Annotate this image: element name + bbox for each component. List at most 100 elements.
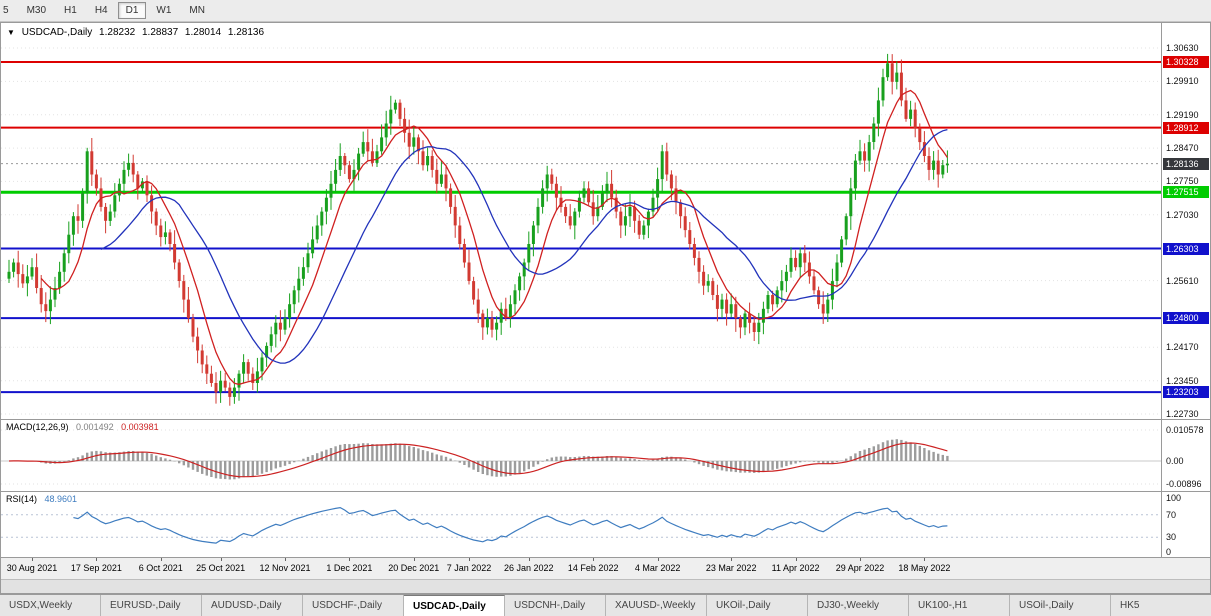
tab-hk5[interactable]: HK5 xyxy=(1111,595,1211,616)
chart-collapse-icon[interactable]: ▼ xyxy=(7,28,15,37)
price-level-badge: 1.26303 xyxy=(1163,242,1209,255)
rsi-tick-label: 70 xyxy=(1166,509,1177,520)
tab-usoil-daily[interactable]: USOil-,Daily xyxy=(1010,595,1111,616)
rsi-tick-label: 100 xyxy=(1166,493,1182,503)
chart-window: ▼ USDCAD-,Daily 1.28232 1.28837 1.28014 … xyxy=(0,22,1211,594)
rsi-tick-label: 0 xyxy=(1166,547,1172,557)
time-axis-label: 26 Jan 2022 xyxy=(504,563,554,573)
macd-tick-label: -0.00896 xyxy=(1166,479,1202,489)
tab-dj30-weekly[interactable]: DJ30-,Weekly xyxy=(808,595,909,616)
timeframe-button-mn[interactable]: MN xyxy=(189,5,205,16)
chart-tabs-bar: USDX,Weekly EURUSD-,Daily AUDUSD-,Daily USD… xyxy=(0,594,1211,616)
timeframe-button-5[interactable]: 5 xyxy=(3,5,9,16)
time-axis-label: 23 Mar 2022 xyxy=(705,563,757,573)
tab-eurusd-daily[interactable]: EURUSD-,Daily xyxy=(101,595,202,616)
time-axis-tick xyxy=(413,558,415,561)
price-tick-label: 1.27750 xyxy=(1166,176,1199,187)
time-axis[interactable]: 30 Aug 2021 17 Sep 2021 6 Oct 2021 25 Oct 2… xyxy=(1,557,1210,579)
macd-main-value: 0.001492 xyxy=(76,422,114,432)
tab-audusd-daily[interactable]: AUDUSD-,Daily xyxy=(202,595,303,616)
price-tick-label: 1.25610 xyxy=(1166,275,1199,286)
time-axis-label: 17 Sep 2021 xyxy=(70,563,122,573)
macd-scale[interactable]: 0.010578 0.00 -0.00896 xyxy=(1161,420,1210,491)
price-level-badge: 1.27515 xyxy=(1163,186,1209,199)
time-axis-tick xyxy=(924,558,926,561)
tab-usdchf-daily[interactable]: USDCHF-,Daily xyxy=(303,595,404,616)
price-tick-label: 1.30630 xyxy=(1166,43,1199,53)
tab-usdcnh-daily[interactable]: USDCNH-,Daily xyxy=(505,595,606,616)
timeframe-button-d1[interactable]: D1 xyxy=(117,2,147,19)
tab-usdx-weekly[interactable]: USDX,Weekly xyxy=(0,595,101,616)
time-axis-tick xyxy=(731,558,733,561)
macd-plot xyxy=(1,420,1163,492)
time-axis-label: 30 Aug 2021 xyxy=(6,563,58,573)
time-axis-tick xyxy=(96,558,98,561)
ohlc-low-value: 1.28014 xyxy=(184,27,222,38)
current-price-badge: 1.28136 xyxy=(1163,157,1209,170)
time-axis-tick xyxy=(349,558,351,561)
rsi-tick-label: 30 xyxy=(1166,532,1177,543)
chart-symbol-label: USDCAD-,Daily xyxy=(21,27,93,38)
rsi-value: 48.9601 xyxy=(44,494,78,504)
time-axis-tick xyxy=(469,558,470,561)
macd-header: MACD(12,26,9) 0.001492 0.003981 xyxy=(6,422,164,432)
ohlc-open-value: 1.28232 xyxy=(99,27,136,38)
price-tick-label: 1.28470 xyxy=(1166,143,1199,154)
tab-ukoil-daily[interactable]: UKOil-,Daily xyxy=(707,595,808,616)
time-axis-label: 25 Oct 2021 xyxy=(196,563,246,573)
time-axis-tick xyxy=(657,558,659,561)
price-tick-label: 1.27030 xyxy=(1166,209,1199,220)
time-axis-label: 11 Apr 2022 xyxy=(771,563,820,573)
time-axis-tick xyxy=(528,558,530,561)
macd-tick-label: 0.010578 xyxy=(1166,425,1204,435)
price-pane[interactable]: ▼ USDCAD-,Daily 1.28232 1.28837 1.28014 … xyxy=(1,23,1210,419)
time-axis-tick xyxy=(795,558,797,561)
price-level-badge: 1.23203 xyxy=(1163,386,1209,399)
time-axis-tick xyxy=(220,558,222,561)
price-tick-label: 1.29910 xyxy=(1166,76,1199,87)
tab-uk100-h1[interactable]: UK100-,H1 xyxy=(909,595,1010,616)
time-axis-label: 6 Oct 2021 xyxy=(138,563,183,573)
timeframe-button-w1[interactable]: W1 xyxy=(156,5,172,16)
price-level-badge: 1.28912 xyxy=(1163,121,1209,134)
time-axis-tick xyxy=(32,558,33,561)
rsi-name: RSI(14) xyxy=(6,494,38,504)
timeframe-button-h1[interactable]: H1 xyxy=(64,5,77,16)
time-axis-tick xyxy=(860,558,861,561)
ohlc-close-value: 1.28136 xyxy=(227,27,265,38)
price-scale[interactable]: 1.30630 1.29910 1.29190 1.28470 1.27750 1.270… xyxy=(1161,23,1210,419)
price-level-badge: 1.30328 xyxy=(1163,56,1209,68)
timeframe-button-h4[interactable]: H4 xyxy=(94,5,108,16)
time-axis-tick xyxy=(285,558,286,561)
chart-title: ▼ USDCAD-,Daily 1.28232 1.28837 1.28014 … xyxy=(7,27,268,38)
timeframe-button-m30[interactable]: M30 xyxy=(26,5,47,16)
time-axis-label: 18 May 2022 xyxy=(898,563,951,573)
tab-usdcad-daily[interactable]: USDCAD-,Daily xyxy=(404,595,505,616)
rsi-pane[interactable]: RSI(14) 48.9601 100 70 30 0 xyxy=(1,491,1210,557)
time-axis-label: 20 Dec 2021 xyxy=(388,563,440,573)
time-axis-label: 4 Mar 2022 xyxy=(634,563,681,573)
ohlc-high-value: 1.28837 xyxy=(141,27,179,38)
price-level-badge: 1.24800 xyxy=(1163,312,1209,325)
time-axis-label: 1 Dec 2021 xyxy=(326,563,373,573)
price-tick-label: 1.24170 xyxy=(1166,342,1199,353)
rsi-scale[interactable]: 100 70 30 0 xyxy=(1161,492,1210,557)
macd-pane[interactable]: MACD(12,26,9) 0.001492 0.003981 0.010578… xyxy=(1,419,1210,491)
macd-signal-value: 0.003981 xyxy=(121,422,159,432)
price-tick-label: 1.29190 xyxy=(1166,109,1199,120)
rsi-plot xyxy=(1,492,1163,558)
timeframe-toolbar: 5 M30 H1 H4 D1 W1 MN xyxy=(0,0,1211,22)
macd-name: MACD(12,26,9) xyxy=(6,422,69,432)
time-axis-label: 12 Nov 2021 xyxy=(259,563,311,573)
time-axis-label: 14 Feb 2022 xyxy=(567,563,619,573)
status-strip xyxy=(1,579,1210,593)
time-axis-tick xyxy=(593,558,595,561)
price-plot[interactable] xyxy=(1,23,1163,419)
time-axis-tick xyxy=(160,558,162,561)
price-tick-label: 1.23450 xyxy=(1166,375,1199,386)
rsi-header: RSI(14) 48.9601 xyxy=(6,494,82,504)
time-axis-label: 7 Jan 2022 xyxy=(446,563,492,573)
macd-tick-label: 0.00 xyxy=(1166,456,1184,466)
tab-xauusd-weekly[interactable]: XAUUSD-,Weekly xyxy=(606,595,707,616)
price-tick-label: 1.22730 xyxy=(1166,409,1199,419)
